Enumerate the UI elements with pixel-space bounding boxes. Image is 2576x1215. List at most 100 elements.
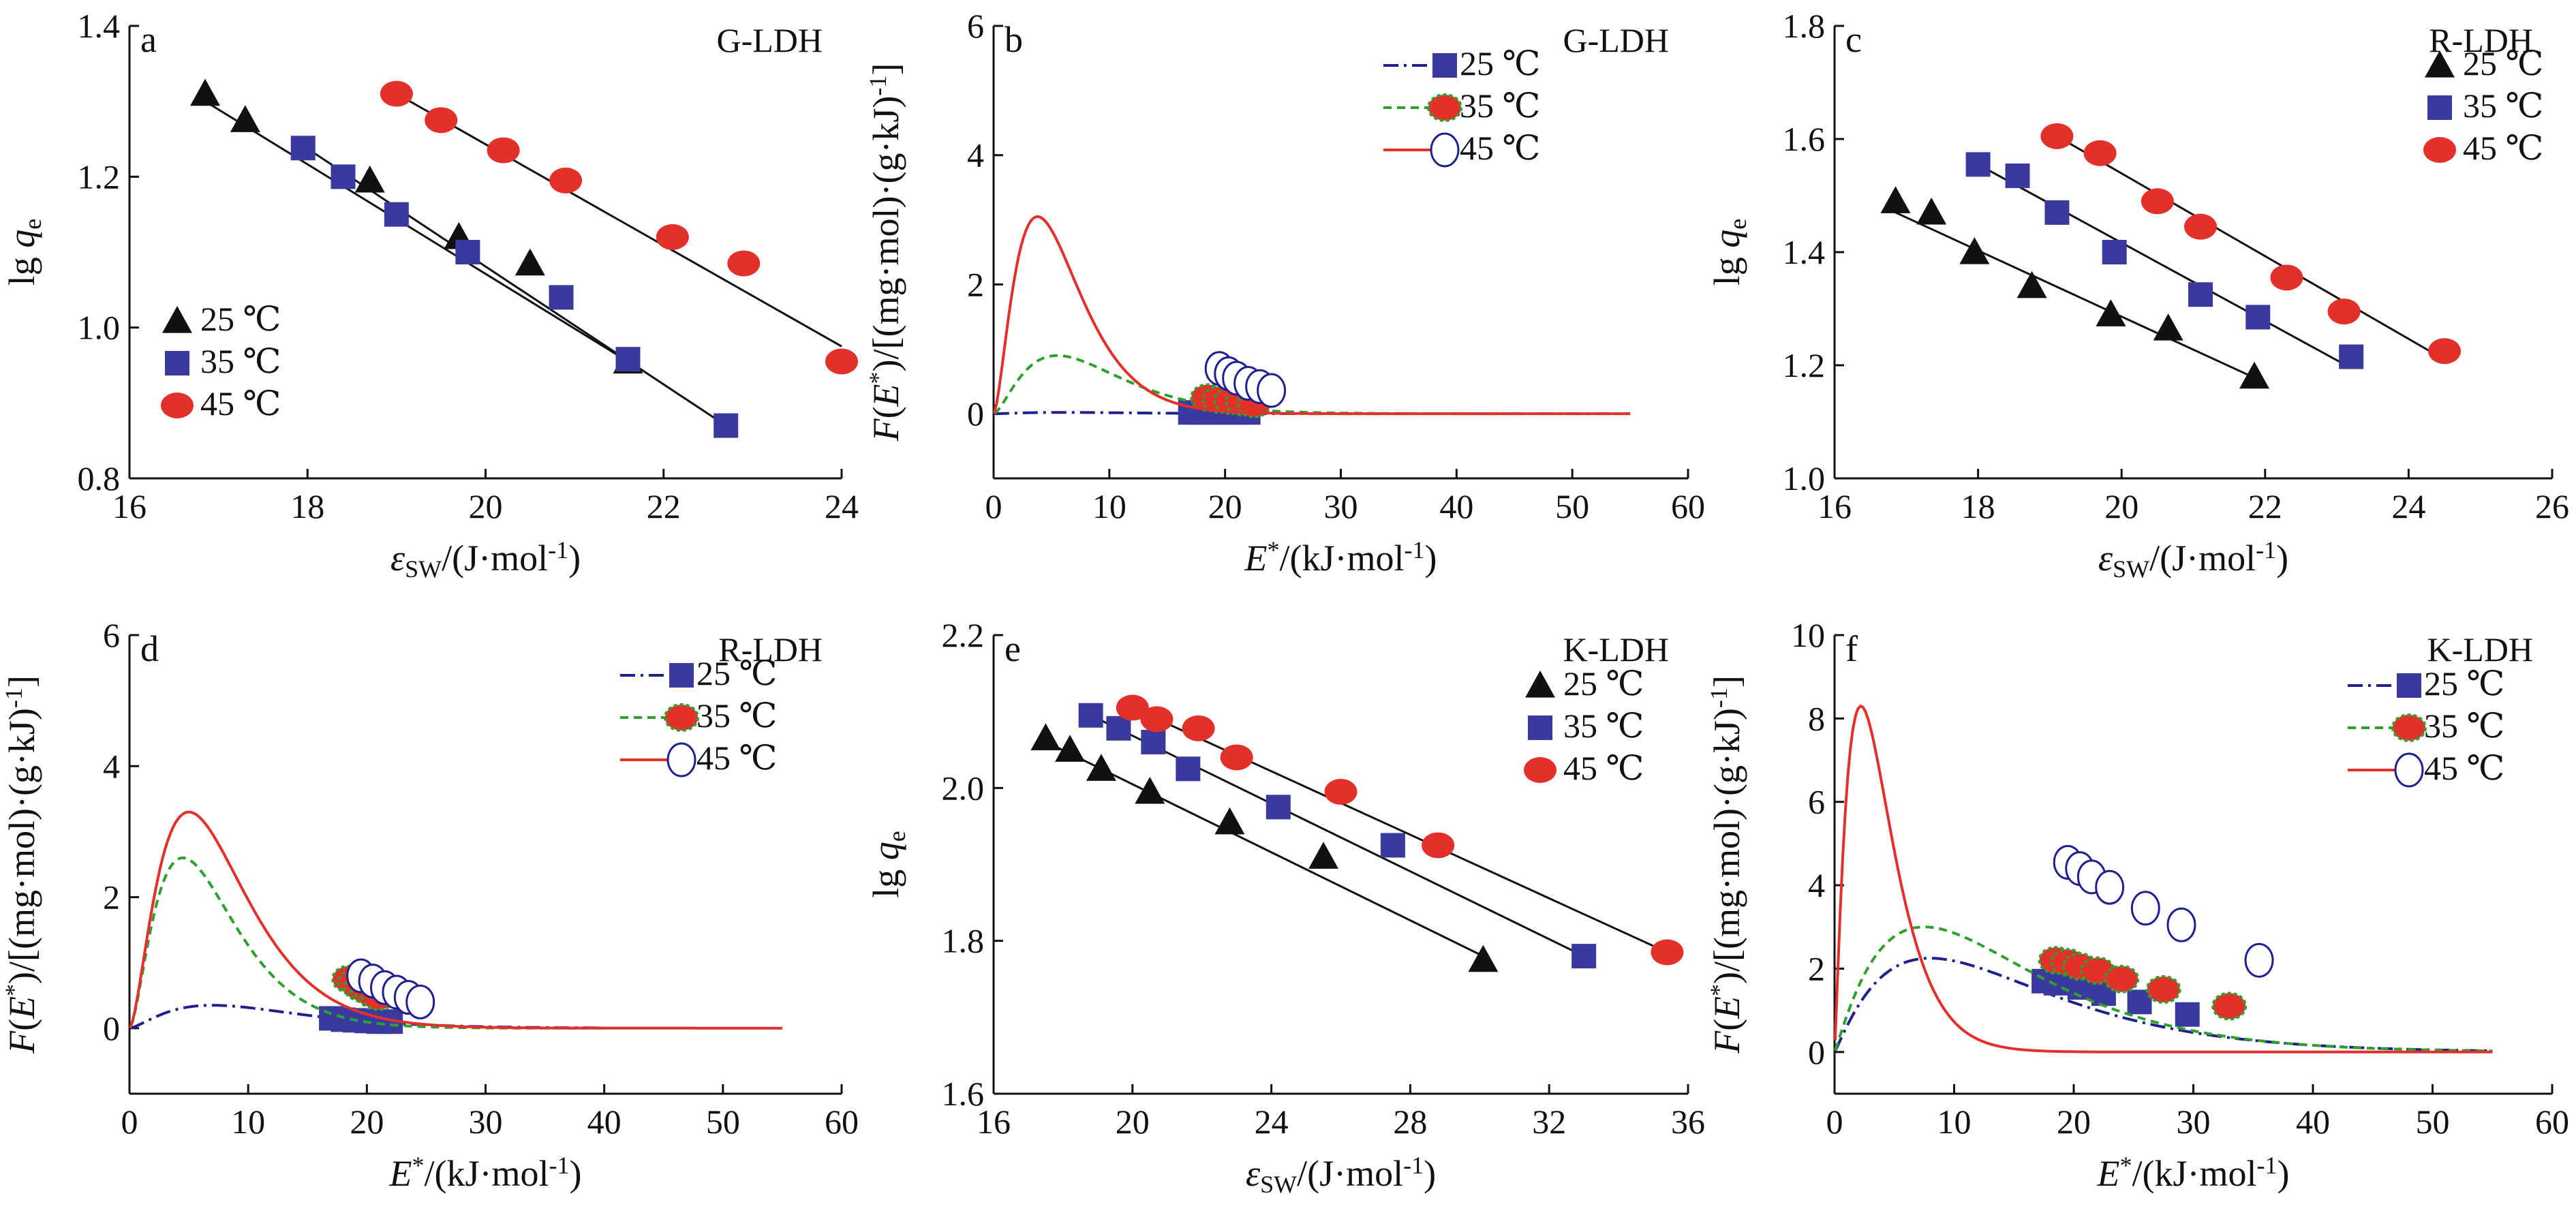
fit-line (1977, 164, 2352, 369)
y-tick-label: 2.0 (942, 769, 985, 807)
x-axis-label: εSW/(J·mol-1) (1246, 1152, 1436, 1198)
y-tick-label: 0.8 (78, 459, 121, 497)
distribution-curve (129, 856, 604, 1030)
x-tick-label: 20 (2057, 1103, 2091, 1141)
x-tick-label: 60 (1671, 487, 1705, 525)
data-point (2145, 975, 2181, 1004)
chart-panel-f: 0 10 20 30 40 50 60 0 2 4 6 8 10 f K-LDH E*/(kJ·mol-1) F… (1705, 616, 2569, 1194)
legend-label: 45 ℃ (2424, 749, 2504, 787)
panel-title: G-LDH (716, 21, 823, 59)
data-point (1176, 756, 1201, 782)
data-point (1422, 832, 1455, 859)
panel-letter: e (1005, 628, 1021, 669)
y-tick-label: 1.6 (942, 1075, 985, 1113)
fit-line (1132, 707, 1668, 953)
chart-panel-b: 0 10 20 30 40 50 60 0 2 4 6 b G-LDH E*/(kJ·mol-1) F(E*… (864, 7, 1705, 579)
data-point (1324, 778, 1358, 805)
y-axis-label: F(E*)/[(mg·mol)·(g·kJ)-1] (864, 63, 906, 442)
data-point (2040, 123, 2074, 149)
x-tick-label: 40 (587, 1103, 622, 1141)
series-1 (290, 136, 739, 438)
data-point (714, 413, 739, 438)
data-point (1308, 842, 1339, 869)
x-tick-label: 16 (112, 487, 147, 525)
data-point (549, 167, 583, 194)
data-point (2095, 870, 2125, 905)
data-point (2141, 188, 2174, 215)
y-axis-label: F(E*)/[(mg·mol)·(g·kJ)-1] (0, 675, 42, 1054)
data-point (2327, 298, 2361, 325)
legend-marker (666, 742, 696, 778)
series-2 (1833, 704, 2493, 1053)
y-tick-label: 1.6 (1783, 120, 1826, 158)
panel-title: G-LDH (1563, 21, 1669, 59)
legend-label: 35 ℃ (1563, 707, 1644, 745)
y-tick-label: 1.8 (1783, 7, 1826, 45)
x-tick-label: 18 (290, 487, 324, 525)
y-tick-label: 1.0 (78, 309, 121, 347)
data-point (2211, 991, 2248, 1021)
legend-marker (1432, 53, 1457, 78)
x-tick-label: 30 (469, 1103, 503, 1141)
legend-marker (161, 393, 194, 418)
distribution-curve (1834, 925, 2493, 1053)
series-0 (1030, 723, 1499, 972)
y-tick-label: 2 (103, 878, 120, 917)
y-tick-label: 4 (103, 747, 120, 785)
y-tick-label: 1.4 (1783, 233, 1826, 271)
x-tick-label: 0 (1826, 1103, 1843, 1141)
legend-label: 35 ℃ (2463, 87, 2543, 125)
data-point (1651, 939, 1684, 966)
x-tick-label: 50 (2416, 1103, 2450, 1141)
y-axis-label: lg qe (865, 831, 910, 898)
data-point (1266, 795, 1291, 820)
legend-label: 25 ℃ (200, 300, 281, 338)
series-2 (1116, 694, 1684, 966)
series-1 (1078, 703, 1597, 969)
data-point (405, 984, 435, 1019)
x-tick-label: 18 (1961, 487, 1995, 525)
data-point (2127, 989, 2152, 1015)
fit-line (1090, 714, 1584, 957)
legend-marker (1427, 93, 1462, 122)
legend-marker (669, 663, 694, 688)
x-tick-label: 40 (2296, 1103, 2330, 1141)
series-0 (129, 1004, 604, 1034)
x-axis-label: E*/(kJ·mol-1) (1244, 536, 1437, 579)
data-point (290, 136, 316, 161)
fit-line (2056, 135, 2445, 360)
legend-marker (2397, 673, 2421, 698)
legend-marker (162, 306, 192, 333)
legend-marker (2423, 137, 2456, 163)
legend-label: 45 ℃ (2463, 129, 2543, 167)
x-axis-label: εSW/(J·mol-1) (2098, 536, 2288, 583)
data-point (1086, 754, 1116, 781)
series-2 (129, 810, 782, 1030)
legend-label: 35 ℃ (1460, 87, 1540, 125)
x-tick-label: 28 (1393, 1103, 1427, 1141)
x-tick-label: 22 (647, 487, 681, 525)
data-point (1055, 735, 1086, 762)
data-point (2339, 344, 2364, 369)
series-2 (992, 215, 1631, 416)
x-tick-label: 24 (2391, 487, 2425, 525)
distribution-curve (1833, 704, 2493, 1053)
y-tick-label: 4 (967, 136, 984, 174)
data-point (1916, 197, 1947, 225)
x-tick-label: 22 (2248, 487, 2282, 525)
x-tick-label: 0 (121, 1103, 138, 1141)
panel-letter: d (140, 628, 159, 669)
data-point (1880, 186, 1911, 213)
x-tick-label: 20 (469, 487, 503, 525)
data-point (1182, 715, 1215, 741)
chart-panel-e: 16 20 24 28 32 36 1.6 1.8 2.0 2.2 e K-LDH εSW/(J·mol… (865, 616, 1705, 1198)
legend-marker (1524, 757, 1557, 783)
y-axis-label: lg qe (1, 219, 46, 286)
x-tick-label: 10 (1092, 487, 1126, 525)
legend-marker (2425, 50, 2455, 78)
legend-marker (2394, 752, 2424, 788)
data-point (2166, 907, 2196, 942)
data-point (2244, 942, 2274, 978)
panel-title: R-LDH (2429, 21, 2533, 59)
